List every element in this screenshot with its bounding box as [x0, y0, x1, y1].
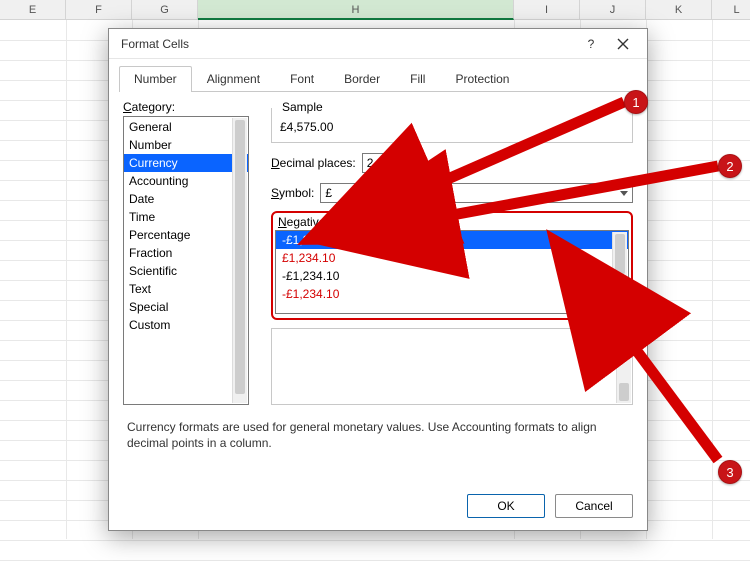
- annotation-badge: 3: [718, 460, 742, 484]
- decimal-places-label: Decimal places:: [271, 156, 356, 170]
- category-description: Currency formats are used for general mo…: [127, 419, 629, 451]
- cancel-label: Cancel: [575, 499, 612, 513]
- format-cells-dialog: Format Cells ? NumberAlignmentFontBorder…: [108, 28, 648, 531]
- close-icon: [617, 38, 629, 50]
- symbol-label: Symbol:: [271, 186, 314, 200]
- negative-option[interactable]: -£1,234.10: [276, 231, 628, 249]
- category-item[interactable]: Text: [124, 280, 248, 298]
- category-item[interactable]: Special: [124, 298, 248, 316]
- sample-value: £4,575.00: [280, 120, 624, 134]
- dialog-footer: OK Cancel: [109, 482, 647, 530]
- ok-label: OK: [497, 499, 514, 513]
- category-item[interactable]: Number: [124, 136, 248, 154]
- category-item[interactable]: General: [124, 118, 248, 136]
- negative-option[interactable]: £1,234.10: [276, 249, 628, 267]
- help-button[interactable]: ?: [575, 32, 607, 56]
- sample-label: Sample: [278, 100, 327, 114]
- tab-border[interactable]: Border: [329, 66, 395, 92]
- chevron-down-icon: [398, 166, 413, 170]
- tab-protection[interactable]: Protection: [440, 66, 524, 92]
- column-headers-row: EFGHIJKL: [0, 0, 750, 20]
- tabs-bar: NumberAlignmentFontBorderFillProtection: [109, 59, 647, 91]
- category-scrollbar[interactable]: [232, 118, 247, 403]
- sample-group: Sample £4,575.00: [271, 108, 633, 143]
- symbol-dropdown[interactable]: £: [320, 183, 633, 203]
- tab-number[interactable]: Number: [119, 66, 192, 92]
- tab-alignment[interactable]: Alignment: [192, 66, 275, 92]
- chevron-up-icon: [398, 157, 413, 161]
- symbol-value: £: [325, 186, 332, 200]
- tab-fill[interactable]: Fill: [395, 66, 440, 92]
- category-item[interactable]: Scientific: [124, 262, 248, 280]
- dialog-title: Format Cells: [121, 37, 575, 51]
- category-item[interactable]: Fraction: [124, 244, 248, 262]
- column-header[interactable]: K: [646, 0, 712, 20]
- ok-button[interactable]: OK: [467, 494, 545, 518]
- category-item[interactable]: Percentage: [124, 226, 248, 244]
- close-button[interactable]: [607, 32, 639, 56]
- category-item[interactable]: Date: [124, 190, 248, 208]
- spinner-up[interactable]: [398, 154, 413, 163]
- column-header[interactable]: H: [198, 0, 514, 20]
- negative-scrollbar[interactable]: [612, 232, 627, 312]
- preview-scrollbar[interactable]: [616, 330, 631, 403]
- negative-numbers-highlight: Negative numbers: -£1,234.10£1,234.10-£1…: [271, 211, 633, 320]
- dialog-body: Category: GeneralNumberCurrencyAccountin…: [109, 92, 647, 486]
- spinner-down[interactable]: [398, 163, 413, 172]
- negative-numbers-listbox[interactable]: -£1,234.10£1,234.10-£1,234.10-£1,234.10: [275, 230, 629, 314]
- negative-option[interactable]: -£1,234.10: [276, 285, 628, 303]
- decimal-places-input[interactable]: [363, 154, 397, 172]
- column-header[interactable]: F: [66, 0, 132, 20]
- category-item[interactable]: Accounting: [124, 172, 248, 190]
- negative-option[interactable]: -£1,234.10: [276, 267, 628, 285]
- negative-numbers-label: Negative numbers:: [275, 215, 629, 229]
- category-item[interactable]: Custom: [124, 316, 248, 334]
- column-header[interactable]: E: [0, 0, 66, 20]
- dialog-titlebar: Format Cells ?: [109, 29, 647, 59]
- column-header[interactable]: L: [712, 0, 750, 20]
- column-header[interactable]: J: [580, 0, 646, 20]
- annotation-badge: 2: [718, 154, 742, 178]
- help-icon: ?: [588, 37, 595, 51]
- column-header[interactable]: G: [132, 0, 198, 20]
- category-listbox[interactable]: GeneralNumberCurrencyAccountingDateTimeP…: [123, 116, 249, 405]
- category-item[interactable]: Time: [124, 208, 248, 226]
- column-header[interactable]: I: [514, 0, 580, 20]
- category-item[interactable]: Currency: [124, 154, 248, 172]
- tab-font[interactable]: Font: [275, 66, 329, 92]
- cancel-button[interactable]: Cancel: [555, 494, 633, 518]
- annotation-badge: 1: [624, 90, 648, 114]
- chevron-down-icon: [620, 191, 628, 196]
- preview-area: [271, 328, 633, 405]
- category-label: Category:: [123, 100, 249, 114]
- decimal-places-spinner[interactable]: [362, 153, 414, 173]
